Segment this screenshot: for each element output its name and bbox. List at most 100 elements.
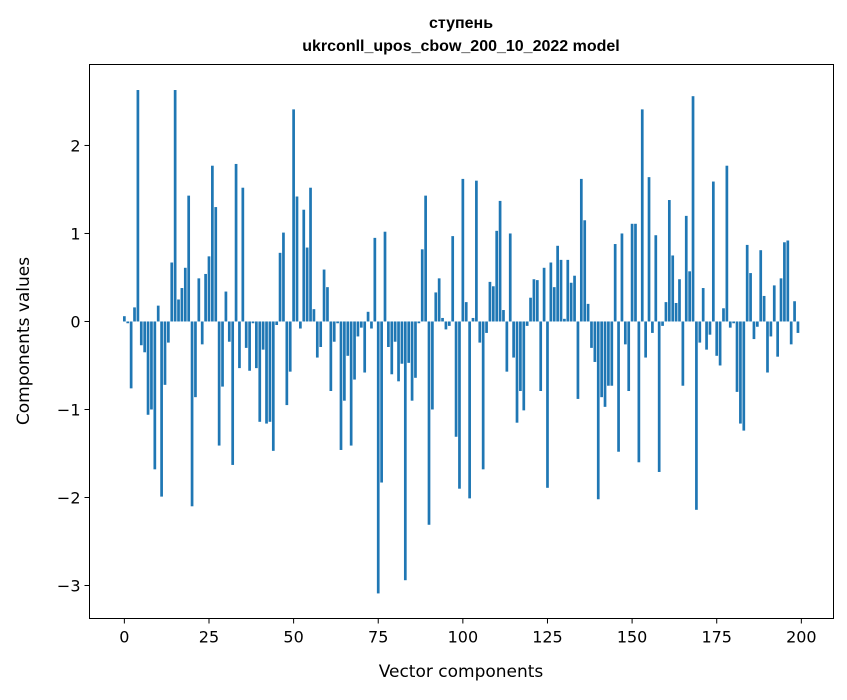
- bar-175: [715, 321, 719, 356]
- bar-127: [552, 287, 556, 322]
- bar-198: [793, 301, 796, 322]
- bar-71: [363, 321, 367, 373]
- bar-149: [627, 321, 631, 392]
- bar-7: [146, 321, 150, 415]
- bar-87: [417, 321, 421, 324]
- bar-66: [346, 321, 350, 356]
- bar-122: [535, 280, 539, 322]
- bar-176: [718, 321, 722, 366]
- bar-31: [227, 321, 231, 342]
- x-tick-label: 25: [199, 628, 219, 647]
- bar-72: [366, 311, 370, 322]
- bar-132: [569, 282, 573, 322]
- bar-117: [519, 321, 522, 392]
- bar-196: [786, 240, 790, 322]
- bars-group: [123, 90, 800, 594]
- bar-183: [742, 321, 746, 431]
- bar-17: [180, 288, 184, 322]
- bar-154: [644, 321, 647, 358]
- bar-90: [427, 321, 431, 525]
- bar-48: [285, 321, 289, 406]
- bar-153: [640, 109, 644, 322]
- bar-181: [735, 321, 739, 392]
- bar-60: [326, 287, 329, 322]
- bar-63: [336, 321, 339, 324]
- bar-135: [579, 178, 583, 322]
- bar-40: [258, 321, 262, 422]
- bar-138: [590, 321, 593, 348]
- bar-182: [739, 321, 742, 424]
- bar-130: [563, 318, 566, 322]
- bar-92: [434, 292, 438, 322]
- bar-25: [207, 256, 211, 322]
- x-axis-label: Vector components: [379, 662, 544, 682]
- bar-192: [772, 285, 776, 322]
- bar-170: [698, 321, 702, 343]
- y-tick-label: 0: [70, 312, 80, 331]
- bar-131: [566, 259, 570, 322]
- bar-121: [532, 279, 536, 322]
- bar-1: [126, 321, 130, 324]
- bar-134: [576, 321, 580, 399]
- bar-57: [315, 321, 319, 358]
- bar-58: [319, 321, 323, 348]
- bar-160: [664, 302, 668, 322]
- y-tick-label: −1: [57, 400, 81, 419]
- bar-26: [211, 165, 214, 322]
- bar-89: [424, 195, 427, 322]
- bar-177: [722, 308, 725, 322]
- bar-136: [583, 220, 587, 322]
- bar-110: [495, 230, 499, 322]
- bar-133: [573, 275, 576, 322]
- bar-8: [150, 321, 153, 410]
- bar-81: [397, 321, 400, 382]
- bar-4: [136, 90, 140, 322]
- bar-13: [167, 321, 170, 343]
- y-tick-label: 1: [70, 224, 80, 243]
- bar-185: [749, 273, 752, 322]
- bar-20: [190, 321, 194, 507]
- bar-42: [265, 321, 268, 424]
- bar-164: [678, 279, 681, 322]
- bar-67: [349, 321, 353, 446]
- bar-115: [512, 321, 515, 358]
- bar-75: [376, 321, 380, 594]
- bar-101: [464, 302, 468, 322]
- bar-152: [637, 321, 641, 463]
- chart-title: ступень: [429, 15, 493, 32]
- bar-191: [769, 321, 773, 337]
- bar-151: [634, 223, 637, 322]
- bar-184: [745, 244, 749, 322]
- bar-82: [400, 321, 404, 364]
- bar-6: [143, 321, 147, 353]
- bar-161: [667, 200, 671, 322]
- bar-29: [221, 321, 224, 387]
- x-axis: 0 25 50 75 100 125 150 175 200: [119, 618, 817, 647]
- bar-163: [674, 302, 678, 322]
- bar-44: [271, 321, 275, 451]
- plot-frame: [89, 64, 834, 619]
- bar-94: [441, 317, 444, 322]
- bar-188: [759, 250, 763, 322]
- bar-119: [525, 321, 529, 326]
- x-tick-label: 125: [532, 628, 563, 647]
- bar-150: [630, 223, 634, 322]
- bar-74: [373, 237, 377, 322]
- bar-100: [461, 178, 465, 322]
- bar-140: [596, 321, 600, 500]
- bar-76: [380, 321, 383, 483]
- bar-33: [234, 163, 238, 322]
- bar-37: [248, 321, 251, 371]
- bar-120: [529, 297, 532, 322]
- bar-93: [437, 278, 441, 322]
- bar-141: [600, 321, 603, 398]
- bar-103: [471, 317, 475, 322]
- bar-11: [160, 321, 163, 497]
- bar-24: [204, 273, 207, 322]
- bar-88: [420, 249, 424, 322]
- bar-199: [796, 321, 800, 333]
- bar-114: [508, 233, 512, 322]
- bar-39: [255, 321, 258, 369]
- y-tick-label: 2: [70, 136, 80, 155]
- bar-32: [231, 321, 235, 465]
